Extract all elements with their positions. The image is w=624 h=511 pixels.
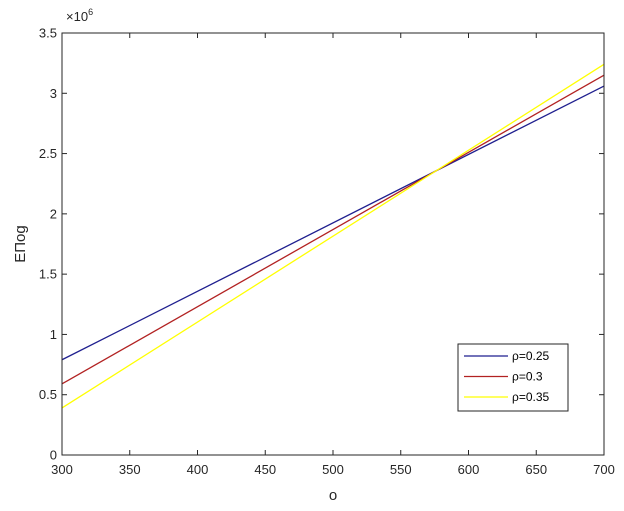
y-tick-label: 3 bbox=[50, 86, 57, 101]
y-tick-label: 2 bbox=[50, 206, 57, 221]
series-line-2 bbox=[61, 74, 605, 385]
y-tick-label: 0 bbox=[50, 448, 57, 463]
exponent-base: ×10 bbox=[66, 9, 88, 24]
y-tick-label: 0.5 bbox=[39, 387, 57, 402]
x-tick-label: 500 bbox=[322, 462, 344, 477]
legend-label-2: ρ=0.3 bbox=[512, 370, 543, 384]
legend: ρ=0.25 ρ=0.3 ρ=0.35 bbox=[457, 343, 569, 412]
x-tick-label: 450 bbox=[254, 462, 276, 477]
x-tick-label: 400 bbox=[187, 462, 209, 477]
legend-label-1: ρ=0.25 bbox=[512, 349, 550, 363]
legend-label-3: ρ=0.35 bbox=[512, 390, 550, 404]
legend-box bbox=[457, 343, 569, 412]
y-axis-ticks: 0 0.5 1 1.5 2 2.5 3 3.5 bbox=[39, 26, 604, 463]
x-axis-label: o bbox=[329, 487, 337, 504]
y-tick-label: 2.5 bbox=[39, 146, 57, 161]
x-tick-label: 300 bbox=[51, 462, 73, 477]
series-line-1 bbox=[61, 85, 605, 361]
y-tick-label: 1 bbox=[50, 327, 57, 342]
x-tick-label: 650 bbox=[525, 462, 547, 477]
x-tick-label: 700 bbox=[593, 462, 615, 477]
y-tick-label: 1.5 bbox=[39, 267, 57, 282]
x-tick-label: 350 bbox=[119, 462, 141, 477]
y-axis-label: EПog bbox=[12, 225, 29, 262]
x-axis-ticks: 300 350 400 450 500 550 600 650 700 bbox=[51, 33, 615, 477]
series-line-3 bbox=[61, 63, 605, 409]
x-tick-label: 550 bbox=[390, 462, 412, 477]
exponent-power: 6 bbox=[88, 7, 93, 17]
series-layer bbox=[61, 63, 605, 409]
x-tick-label: 600 bbox=[458, 462, 480, 477]
y-axis-exponent: ×106 bbox=[66, 7, 93, 24]
y-tick-label: 3.5 bbox=[39, 26, 57, 41]
